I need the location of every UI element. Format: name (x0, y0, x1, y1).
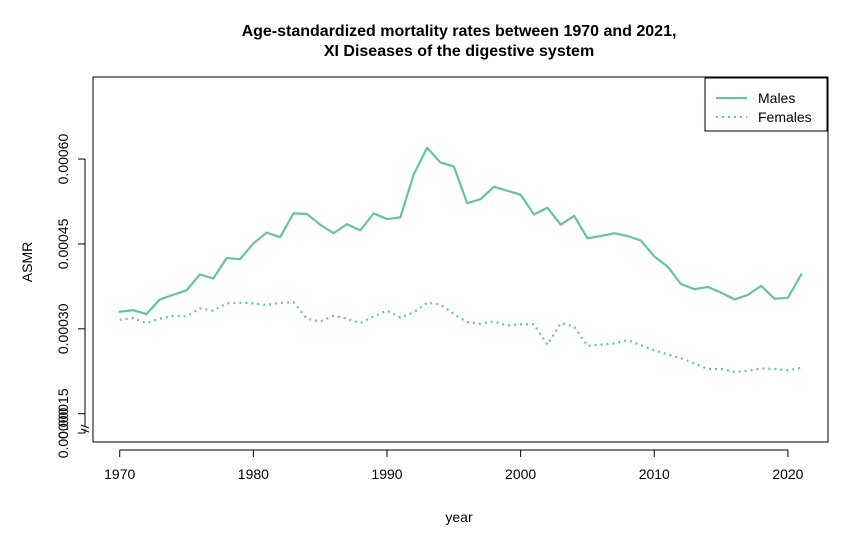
x-tick-label-1980: 1980 (238, 466, 269, 482)
legend: Males Females (704, 77, 828, 132)
y-axis-break-mark-1 (80, 424, 90, 429)
y-tick-label-3: 0.00045 (55, 218, 71, 269)
series-line-females (119, 301, 802, 373)
legend-box (704, 77, 828, 132)
series-layer (118, 146, 803, 373)
y-tick-label-4: 0.00060 (55, 134, 71, 185)
legend-label-males: Males (758, 90, 795, 106)
chart-subtitle: XI Diseases of the digestive system (324, 43, 594, 60)
y-axis-label: ASMR (19, 242, 35, 282)
plot-frame (92, 76, 829, 443)
chart-title: Age-standardized mortality rates between… (242, 23, 677, 40)
y-tick-label-0: 0.00000 (55, 407, 71, 458)
x-tick-label-2020: 2020 (772, 466, 803, 482)
legend-label-females: Females (758, 109, 812, 125)
x-tick-label-1990: 1990 (371, 466, 402, 482)
x-axis: 1970 1980 1990 2000 2010 2020 (104, 449, 804, 482)
y-tick-label-1: 0.00015 (55, 388, 71, 439)
series-line-males (118, 146, 803, 316)
x-tick-label-1970: 1970 (104, 466, 135, 482)
x-tick-label-2000: 2000 (505, 466, 536, 482)
y-tick-label-2: 0.00030 (55, 303, 71, 354)
y-axis-break-mark-2 (80, 428, 90, 433)
x-tick-label-2010: 2010 (639, 466, 670, 482)
x-axis-label: year (445, 509, 473, 525)
